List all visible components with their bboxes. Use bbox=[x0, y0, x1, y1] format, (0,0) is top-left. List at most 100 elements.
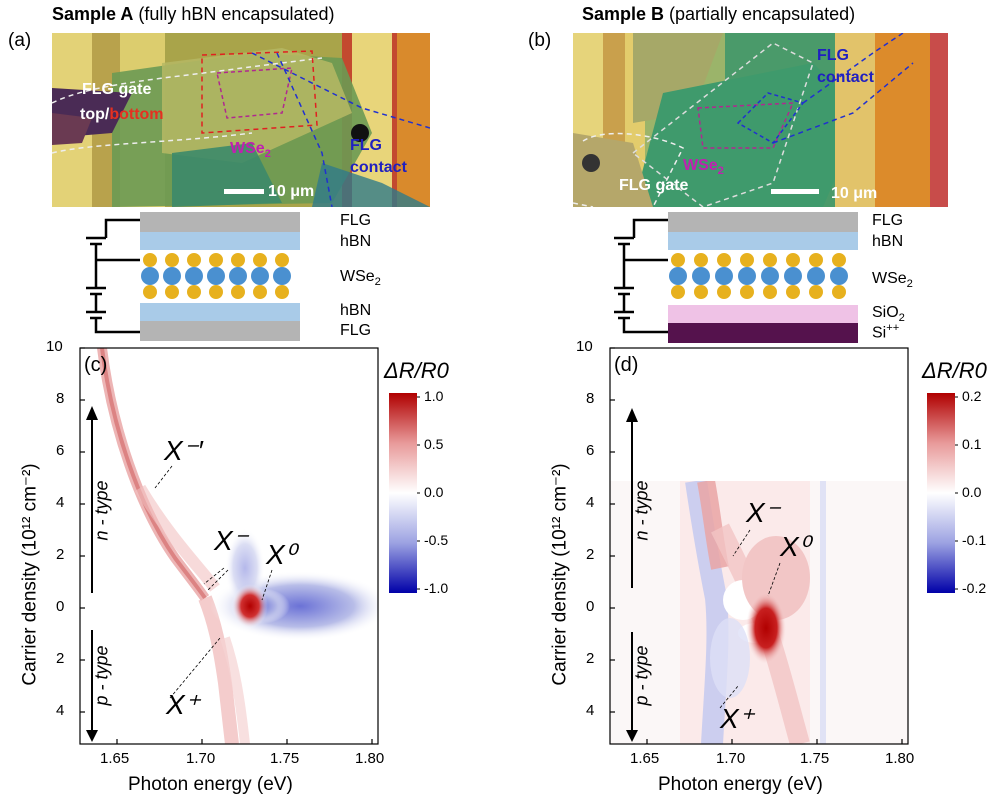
stack-a-wse: WSe bbox=[340, 268, 375, 285]
d-ytick-0: 0 bbox=[586, 598, 595, 615]
d-ytick-2: 2 bbox=[586, 546, 595, 563]
d-ytick-4: 4 bbox=[586, 494, 595, 511]
d-xtick-1: 1.65 bbox=[630, 750, 660, 767]
top-bottom-label-a: top/bottom bbox=[80, 106, 164, 124]
stack-b-layer-1: FLG bbox=[872, 212, 904, 229]
d-ytick-10: 10 bbox=[576, 338, 593, 355]
scale-bar-label-a: 10 μm bbox=[268, 183, 315, 200]
c-ytick-4b: 4 bbox=[56, 702, 65, 719]
d-xtick-3: 1.75 bbox=[800, 750, 830, 767]
d-ylabel: Carrier density (10¹² cm⁻²) bbox=[549, 463, 571, 686]
panel-b-title-bold: Sample B bbox=[582, 4, 665, 24]
c-xlabel: Photon energy (eV) bbox=[128, 774, 293, 795]
stack-b-wse-sub: 2 bbox=[906, 278, 913, 291]
stack-a-wse-sub: 2 bbox=[374, 276, 381, 289]
wse2-label-b: WSe2 bbox=[683, 157, 724, 177]
layer-stack-a: FLG hBN WSe2 hBN FLG bbox=[70, 208, 430, 348]
stack-b-layer-4: SiO2 bbox=[872, 304, 905, 324]
panel-b-letter: (b) bbox=[528, 30, 552, 51]
flg-contact-label-b-1: FLG bbox=[817, 47, 849, 64]
stack-b-layer-2: hBN bbox=[872, 233, 904, 250]
stack-b-layer-5: Si++ bbox=[872, 322, 899, 342]
wse2-label-a: WSe2 bbox=[230, 140, 271, 160]
stack-a-layer-3: WSe2 bbox=[340, 268, 381, 288]
stack-b-sio: SiO bbox=[872, 304, 899, 321]
stack-b-si: Si bbox=[872, 324, 887, 342]
stack-a-layer-4: hBN bbox=[340, 302, 372, 319]
d-ytick-6: 6 bbox=[586, 442, 595, 459]
panel-c-letter: (c) bbox=[84, 354, 108, 376]
d-cb-tick-3: 0.0 bbox=[962, 484, 982, 500]
c-p-type: p - type bbox=[91, 645, 112, 706]
d-ytick-2b: 2 bbox=[586, 650, 595, 667]
d-p-type: p - type bbox=[631, 645, 652, 706]
c-cb-tick-1: 1.0 bbox=[424, 388, 444, 404]
flg-contact-label-a-1: FLG bbox=[350, 137, 382, 154]
c-annot-x0: X⁰ bbox=[266, 539, 296, 570]
d-ytick-8: 8 bbox=[586, 390, 595, 407]
stack-a-layer-1: FLG bbox=[340, 212, 372, 229]
panel-a-title: Sample A (fully hBN encapsulated) bbox=[52, 4, 334, 25]
panel-b-title: Sample B (partially encapsulated) bbox=[582, 4, 855, 25]
flg-gate-label-a: FLG gate bbox=[82, 81, 152, 98]
c-ytick-6: 6 bbox=[56, 442, 65, 459]
c-colorbar-title: ΔR/R0 bbox=[384, 358, 449, 383]
c-ytick-10: 10 bbox=[46, 338, 63, 355]
wse2-text-b: WSe bbox=[683, 157, 718, 174]
d-cb-tick-1: 0.2 bbox=[962, 388, 982, 404]
heatmap-c-field bbox=[97, 348, 378, 744]
c-cb-tick-5: -1.0 bbox=[424, 580, 449, 596]
d-xlabel: Photon energy (eV) bbox=[658, 774, 823, 795]
stack-b-wse: WSe bbox=[872, 270, 907, 287]
c-xtick-2: 1.70 bbox=[186, 750, 216, 767]
stack-b-layer-3: WSe2 bbox=[872, 270, 913, 290]
panel-d-letter: (d) bbox=[614, 354, 639, 376]
chart-c: (c) 10 8 6 4 2 0 2 4 1.65 1.70 1.75 1.80… bbox=[0, 338, 490, 806]
wse2-lattice-b bbox=[669, 253, 848, 299]
d-n-type: n - type bbox=[631, 480, 652, 541]
stack-diagram-a bbox=[86, 212, 300, 341]
layer-stack-b: FLG hBN WSe2 SiO2 Si++ bbox=[598, 208, 958, 348]
annotation-leaders-d bbox=[719, 529, 781, 709]
stack-a-layer-2: hBN bbox=[340, 233, 372, 250]
stack-a-layer-5: FLG bbox=[340, 322, 372, 339]
c-annot-xminusprime: X⁻′ bbox=[164, 435, 203, 466]
wse2-sub-a: 2 bbox=[264, 148, 271, 161]
panel-a-title-rest: (fully hBN encapsulated) bbox=[133, 4, 335, 24]
d-cb-tick-2: 0.1 bbox=[962, 436, 982, 452]
c-ytick-0: 0 bbox=[56, 598, 65, 615]
colorbar-c bbox=[389, 393, 417, 593]
d-colorbar-title: ΔR/R0 bbox=[922, 358, 987, 383]
axis-ticks-d bbox=[610, 347, 903, 744]
c-n-type: n - type bbox=[91, 480, 112, 541]
panel-b-title-rest: (partially encapsulated) bbox=[664, 4, 856, 24]
c-cb-tick-3: 0.0 bbox=[424, 484, 444, 500]
micrograph-b: FLG contact WSe2 FLG gate 10 μm bbox=[573, 33, 948, 207]
d-xtick-2: 1.70 bbox=[716, 750, 746, 767]
flg-gate-label-b: FLG gate bbox=[619, 177, 689, 194]
d-annot-xplus: X⁺ bbox=[720, 703, 754, 734]
c-annot-xplus: X⁺ bbox=[166, 689, 200, 720]
top-label: top bbox=[80, 106, 105, 123]
c-ytick-2b: 2 bbox=[56, 650, 65, 667]
c-xtick-1: 1.65 bbox=[100, 750, 130, 767]
stack-b-si-sup: ++ bbox=[886, 322, 900, 334]
c-cb-tick-4: -0.5 bbox=[424, 532, 449, 548]
d-cb-tick-4: -0.1 bbox=[962, 532, 987, 548]
c-ytick-4: 4 bbox=[56, 494, 65, 511]
annotation-leaders-c bbox=[154, 465, 273, 699]
panel-a-title-bold: Sample A bbox=[52, 4, 134, 24]
wse2-lattice-a bbox=[141, 253, 291, 299]
c-cb-tick-2: 0.5 bbox=[424, 436, 444, 452]
d-ytick-4b: 4 bbox=[586, 702, 595, 719]
c-xtick-3: 1.75 bbox=[270, 750, 300, 767]
heatmap-d-field bbox=[610, 481, 908, 744]
slash-label: / bbox=[104, 106, 110, 123]
wse2-text-a: WSe bbox=[230, 140, 265, 157]
c-annot-xminus: X⁻ bbox=[214, 525, 248, 556]
micrograph-a: FLG gate top/bottom WSe2 FLG contact 10 … bbox=[52, 33, 430, 207]
flg-contact-label-b-2: contact bbox=[817, 69, 874, 86]
bottom-label: bottom bbox=[109, 106, 164, 123]
chart-d: (d) 10 8 6 4 2 0 2 4 1.65 1.70 1.75 1.80… bbox=[500, 338, 994, 806]
d-cb-tick-5: -0.2 bbox=[962, 580, 987, 596]
